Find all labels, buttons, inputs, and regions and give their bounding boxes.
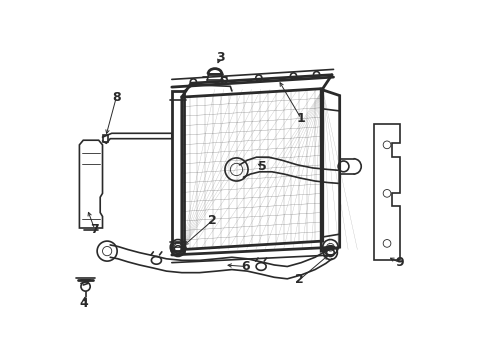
Text: 2: 2	[295, 273, 304, 286]
Text: 2: 2	[208, 214, 217, 227]
Text: 5: 5	[258, 160, 267, 173]
Text: 3: 3	[216, 50, 224, 64]
Text: 9: 9	[395, 256, 404, 269]
Text: 8: 8	[112, 91, 121, 104]
Text: 4: 4	[80, 297, 88, 310]
Text: 7: 7	[91, 223, 99, 236]
Text: 6: 6	[242, 260, 250, 273]
Text: 1: 1	[297, 112, 306, 125]
